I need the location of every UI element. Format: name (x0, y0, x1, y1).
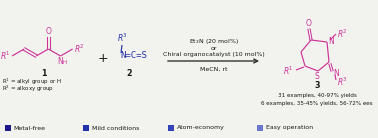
Text: $R^3$: $R^3$ (337, 76, 348, 88)
Text: $R^3$: $R^3$ (118, 32, 129, 44)
Text: Easy operation: Easy operation (265, 125, 313, 131)
Bar (257, 125, 263, 131)
Text: MeCN, rt: MeCN, rt (200, 67, 227, 71)
Text: 1: 1 (42, 70, 47, 79)
Text: N: N (328, 37, 334, 46)
Text: $R^1$: $R^1$ (0, 50, 11, 62)
Text: $R^1$: $R^1$ (283, 65, 294, 77)
Text: N: N (333, 70, 339, 79)
Text: Et$_3$N (20 mol%): Et$_3$N (20 mol%) (189, 36, 239, 46)
Text: R$^1$ = alkyl group or H: R$^1$ = alkyl group or H (2, 77, 62, 87)
Text: Metal-free: Metal-free (14, 125, 45, 131)
Text: $R^2$: $R^2$ (337, 28, 348, 40)
Text: N=C=S: N=C=S (120, 51, 147, 60)
Text: 3: 3 (314, 80, 320, 90)
Bar (5, 125, 11, 131)
Bar (168, 125, 174, 131)
Text: 6 examples, 35-45% yields, 56-72% ees: 6 examples, 35-45% yields, 56-72% ees (261, 100, 373, 105)
Text: $R^2$: $R^2$ (74, 43, 85, 55)
Text: O: O (45, 27, 51, 36)
Text: Atom-economy: Atom-economy (177, 125, 225, 131)
Text: R$^2$ = alkoxy group: R$^2$ = alkoxy group (2, 84, 54, 94)
Text: H: H (63, 59, 67, 64)
Text: Chiral organocatalyst (10 mol%): Chiral organocatalyst (10 mol%) (163, 52, 264, 57)
Text: 2: 2 (126, 70, 132, 79)
Text: O: O (306, 18, 312, 27)
Text: S: S (314, 72, 319, 81)
Text: Mild conditions: Mild conditions (91, 125, 139, 131)
Text: N: N (57, 56, 64, 66)
Text: or: or (210, 46, 217, 51)
Text: +: + (98, 51, 108, 64)
Text: 31 examples, 40-97% yields: 31 examples, 40-97% yields (277, 92, 356, 98)
Bar (83, 125, 89, 131)
